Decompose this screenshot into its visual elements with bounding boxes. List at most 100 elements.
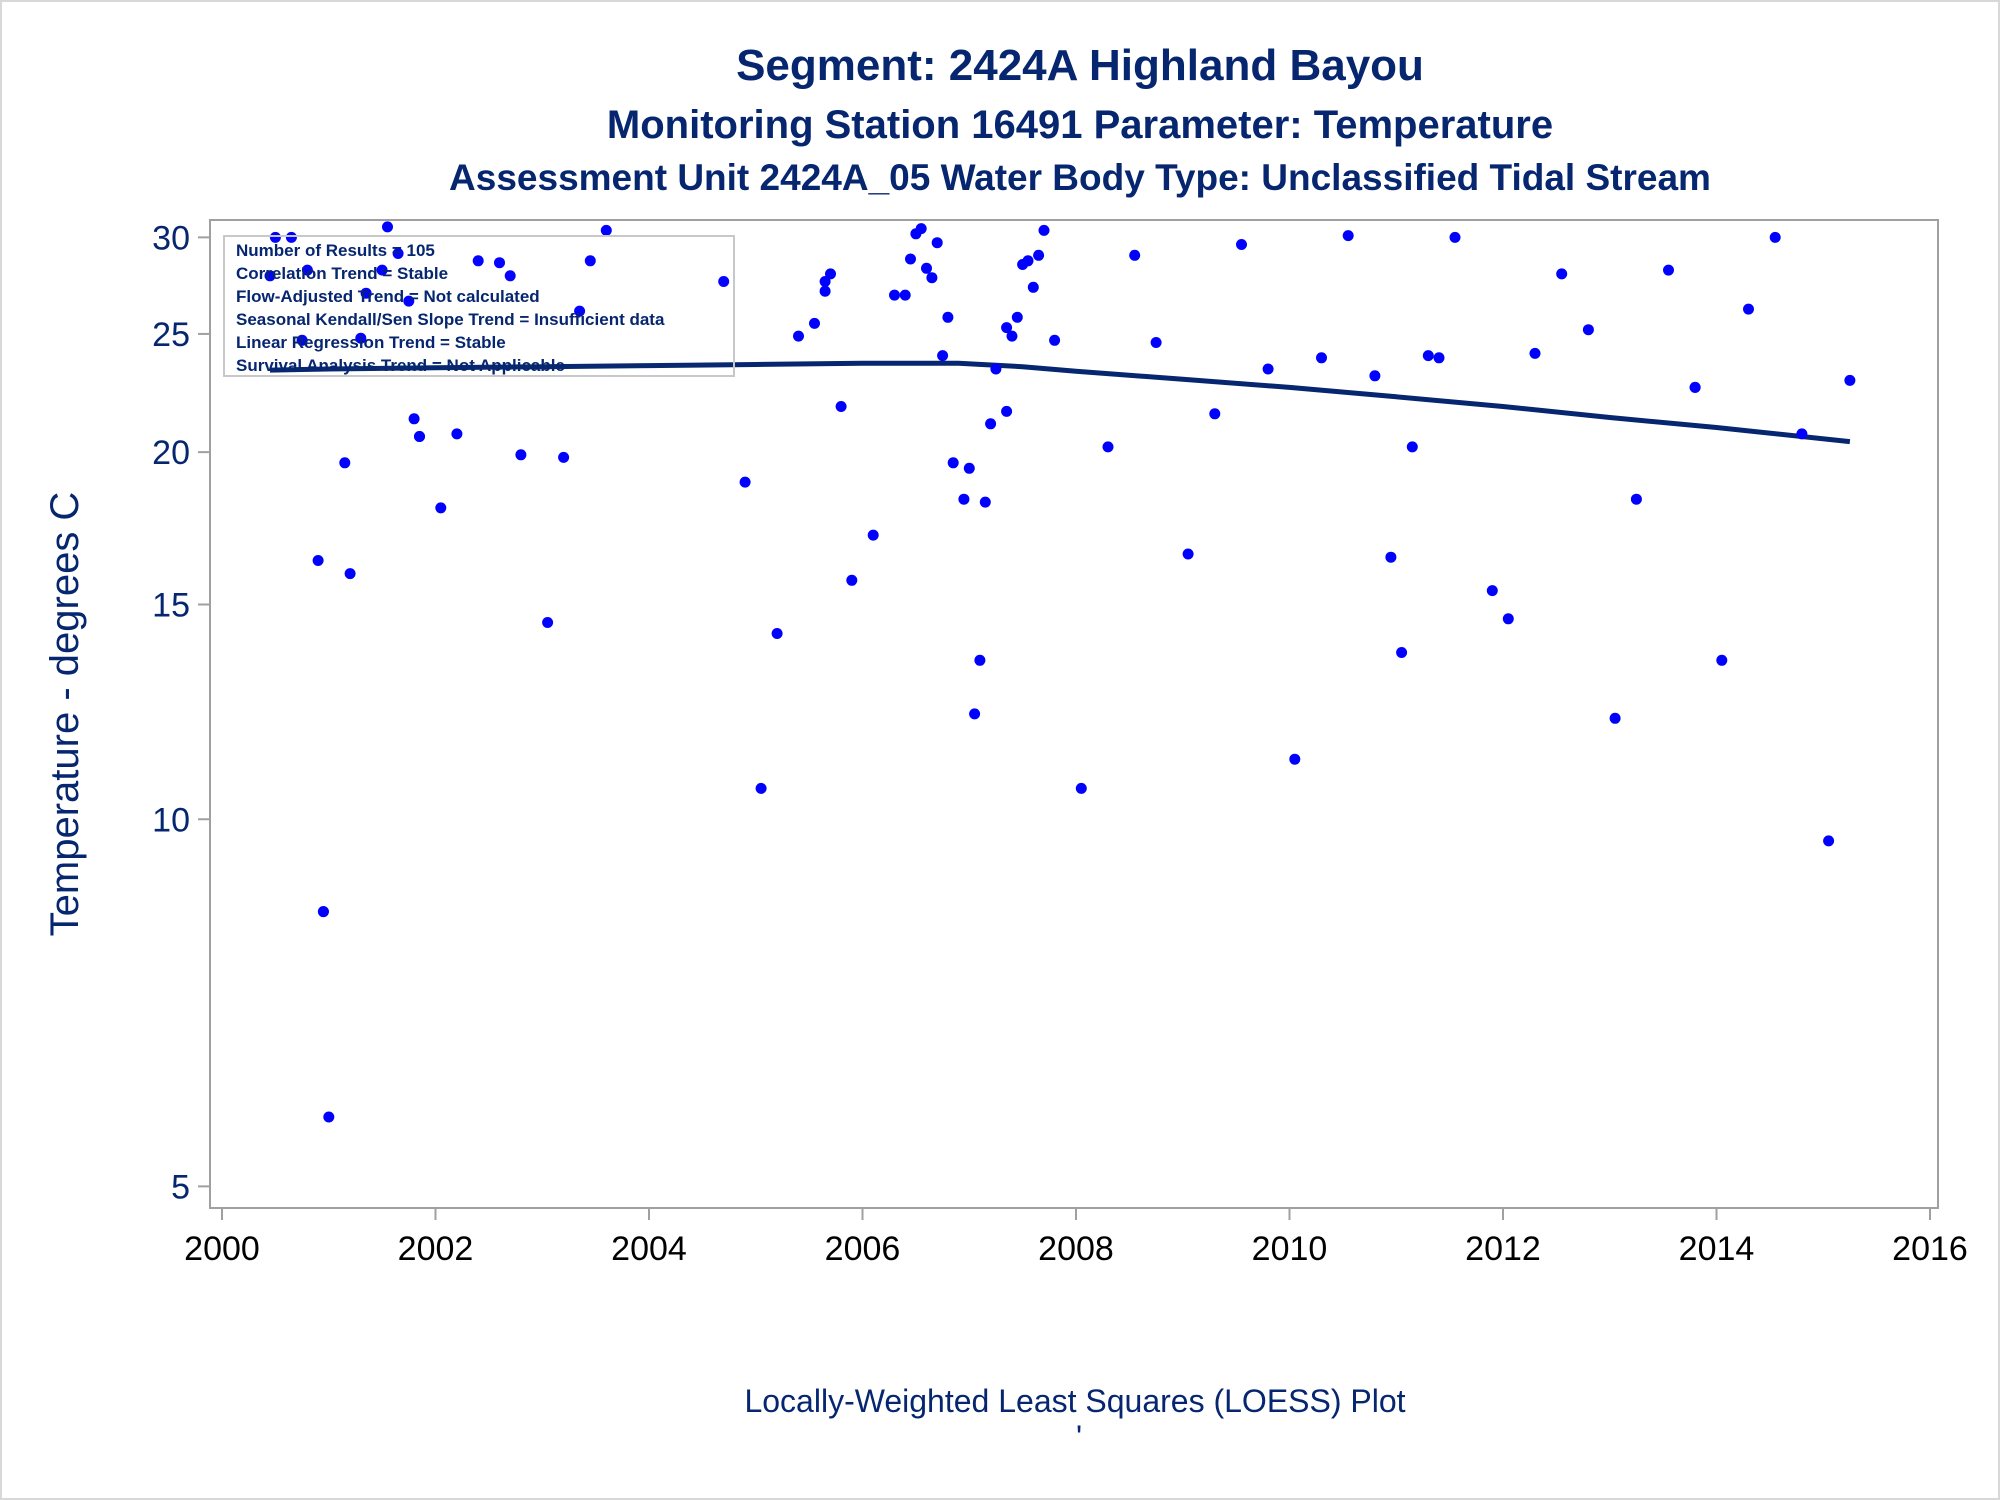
data-point [1006, 330, 1018, 342]
data-point [1556, 268, 1568, 280]
data-point [1663, 264, 1674, 276]
data-point [739, 476, 751, 488]
data-point [1038, 224, 1050, 236]
data-point [985, 418, 997, 430]
data-point [1385, 551, 1397, 563]
data-point [1422, 350, 1434, 362]
x-tick-label: 2012 [1465, 1230, 1541, 1268]
data-point [1075, 782, 1087, 794]
chart-title: Segment: 2424A Highland Bayou [736, 41, 1424, 90]
data-point [819, 285, 831, 297]
x-tick-label: 2002 [398, 1230, 474, 1268]
x-tick-label: 2000 [184, 1230, 260, 1268]
data-point [867, 529, 879, 541]
stat-survival-analysis-trend: Survival Analysis Trend = Not Applicable [236, 356, 565, 375]
data-point [915, 223, 927, 235]
data-point [584, 255, 596, 267]
data-point [1433, 352, 1445, 364]
data-point [937, 350, 949, 362]
footnote: Locally-Weighted Least Squares (LOESS) P… [744, 1383, 1405, 1419]
data-point [921, 262, 932, 274]
data-point [1823, 835, 1835, 847]
y-tick-label: 30 [152, 219, 190, 257]
x-tick-label: 2008 [1038, 1230, 1114, 1268]
y-tick-label: 10 [152, 801, 190, 839]
data-point [504, 270, 516, 282]
data-point [1011, 311, 1023, 323]
stat-flow-adjusted-trend: Flow-Adjusted Trend = Not calculated [236, 287, 540, 306]
data-point [323, 1111, 335, 1123]
data-point [974, 654, 986, 666]
data-point [1027, 281, 1039, 293]
data-point [771, 628, 783, 639]
data-point [979, 496, 991, 508]
data-point [344, 568, 356, 580]
data-point [1342, 230, 1354, 242]
x-tick-label: 2006 [825, 1230, 901, 1268]
data-point [558, 451, 570, 463]
data-point [1150, 337, 1162, 348]
plot-area [209, 219, 1939, 1209]
data-point [472, 255, 484, 267]
data-point [451, 428, 463, 440]
loess-line-group [269, 360, 1851, 445]
y-axis: 5 10 15 20 25 30 [152, 219, 210, 1206]
data-point [296, 334, 308, 346]
data-point [269, 231, 281, 243]
stat-correlation-trend: Correlation Trend = Stable [236, 264, 448, 283]
data-point [1743, 303, 1754, 315]
data-point [947, 457, 959, 469]
data-point [931, 237, 943, 249]
data-point [718, 276, 730, 287]
data-point [264, 270, 276, 282]
data-point [1529, 347, 1541, 359]
data-point [1406, 441, 1418, 453]
data-point [339, 457, 351, 469]
data-point [1716, 654, 1728, 666]
x-tick-label: 2016 [1892, 1230, 1968, 1268]
data-point [755, 782, 767, 794]
data-point [392, 248, 404, 259]
data-point [942, 311, 954, 323]
data-point [574, 305, 586, 317]
data-point [1001, 322, 1013, 334]
data-point [1689, 381, 1701, 393]
data-point [926, 272, 938, 284]
data-point [376, 264, 388, 276]
y-tick-label: 20 [152, 434, 190, 472]
data-point [1049, 334, 1061, 346]
data-point [1396, 647, 1408, 658]
data-point [1129, 249, 1141, 261]
y-tick-label: 5 [171, 1168, 190, 1206]
data-point [317, 906, 329, 918]
data-point [1262, 363, 1274, 375]
data-point [1609, 712, 1621, 724]
data-point [1022, 255, 1034, 267]
stat-seasonal-kendall-trend: Seasonal Kendall/Sen Slope Trend = Insuf… [236, 310, 665, 329]
data-point [382, 221, 393, 233]
data-point [825, 268, 836, 280]
data-point [1369, 370, 1381, 382]
data-point [793, 330, 804, 342]
data-point [963, 462, 975, 474]
data-point [809, 317, 820, 329]
data-point [494, 257, 505, 269]
data-point [414, 431, 425, 442]
data-point [312, 555, 324, 566]
scatter-points [264, 221, 1856, 1123]
data-point [1316, 352, 1327, 364]
data-point [1236, 239, 1247, 250]
data-point [846, 574, 858, 586]
data-point [958, 493, 970, 505]
data-point [1182, 548, 1194, 560]
data-point [1582, 324, 1594, 336]
loess-line [269, 360, 1851, 445]
data-point [1796, 428, 1808, 440]
data-point [355, 332, 367, 344]
data-point [1001, 405, 1013, 417]
data-point [1289, 753, 1301, 765]
x-axis: 2000 2002 2004 2006 2008 2010 2012 2014 2016 [184, 1208, 1968, 1268]
data-point [285, 231, 297, 243]
data-point [1449, 231, 1461, 243]
